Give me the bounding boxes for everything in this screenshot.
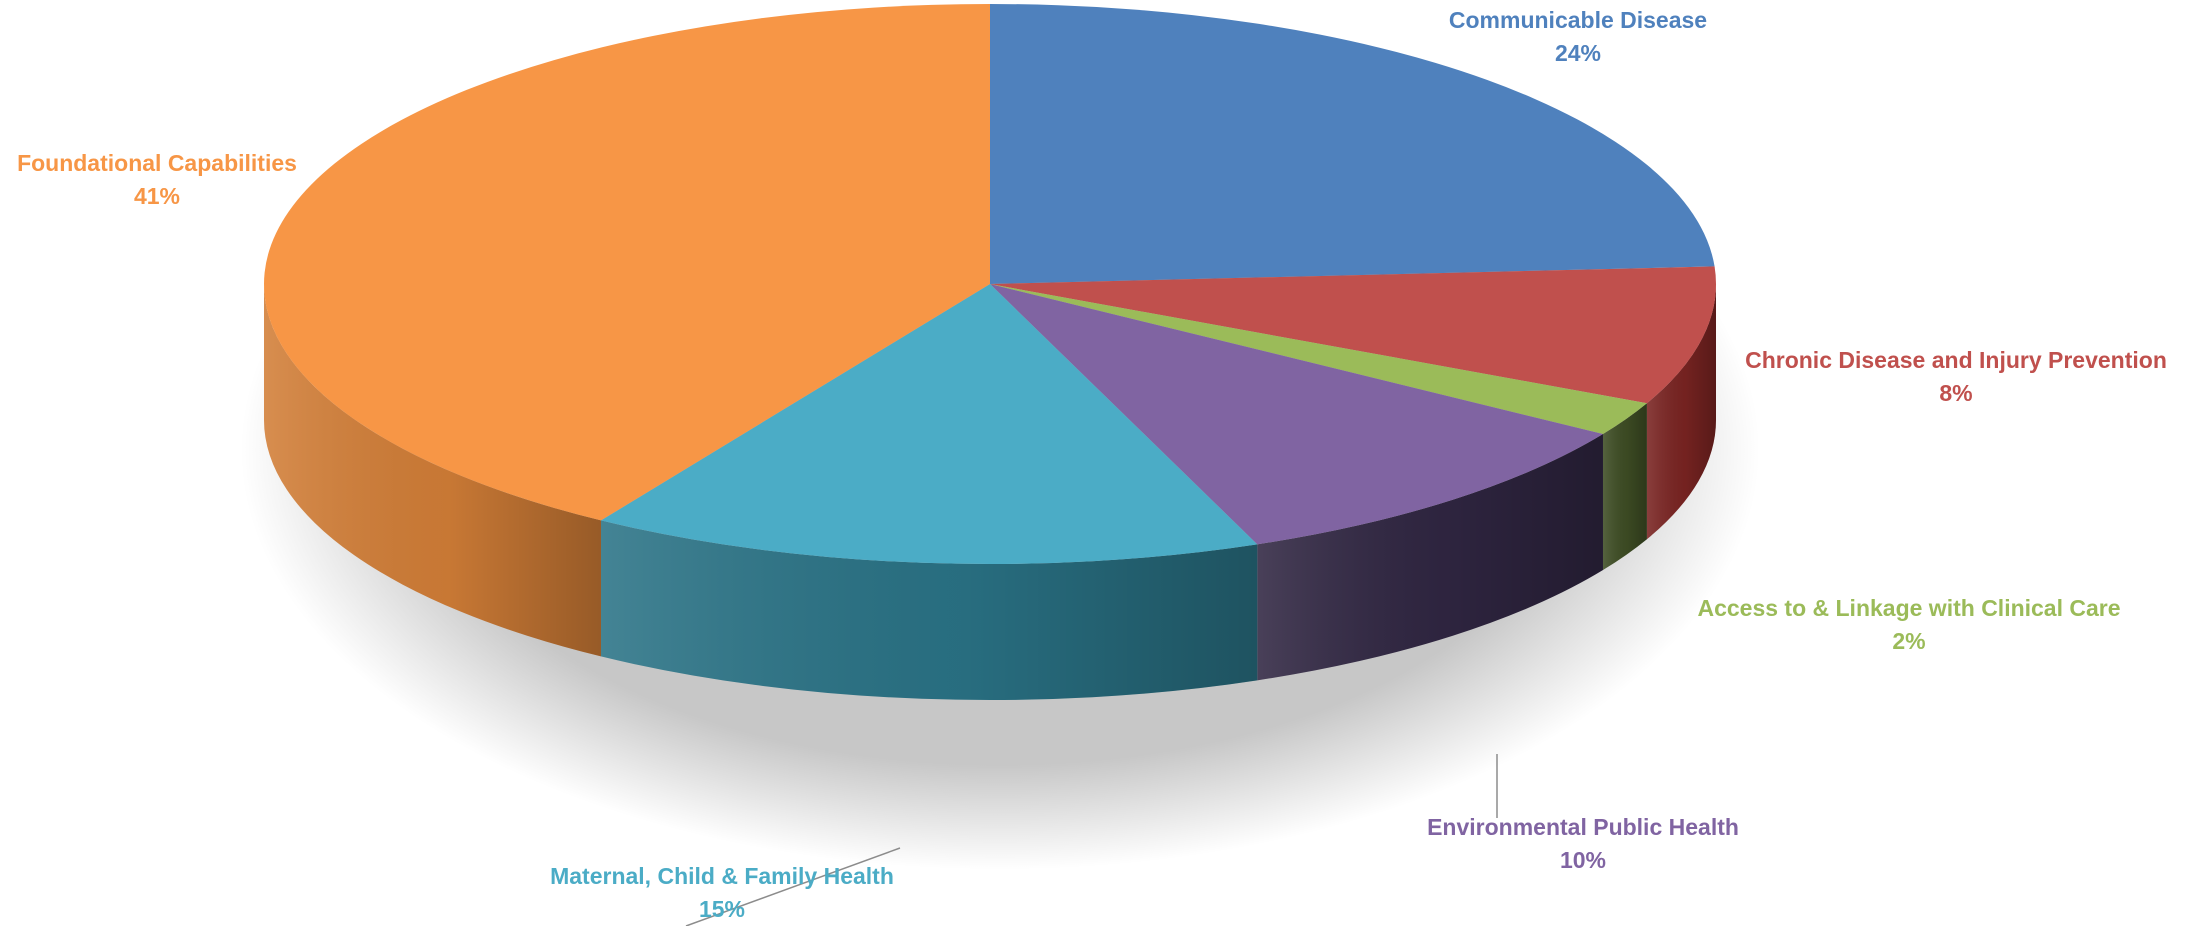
- slice-percent-5: 41%: [134, 183, 180, 209]
- slice-2: [990, 284, 1647, 435]
- slice-percent-4: 15%: [699, 896, 745, 922]
- pie-tops: [264, 4, 1717, 565]
- slice-side-shade-1: [1646, 284, 1716, 540]
- slice-4: [600, 284, 1258, 565]
- leader-line-4: [685, 847, 901, 926]
- slice-3: [990, 284, 1603, 545]
- slice-side-shade-2: [1602, 403, 1647, 571]
- slice-side-shade-4: [600, 520, 1258, 701]
- slice-labels: Communicable Disease 24% Chronic Disease a…: [17, 7, 2167, 922]
- pie-sides: [264, 284, 1716, 701]
- slice-percent-2: 2%: [1892, 628, 1925, 654]
- slice-label-3: Environmental Public Health: [1427, 814, 1739, 840]
- slice-side-shade-3: [1257, 434, 1603, 681]
- slice-percent-1: 8%: [1939, 380, 1972, 406]
- slice-side-shade-5: [264, 284, 601, 657]
- slice-1: [990, 266, 1717, 404]
- slice-label-2: Access to & Linkage with Clinical Care: [1697, 595, 2120, 621]
- leader-lines: [685, 754, 1498, 926]
- slice-0: [990, 4, 1715, 284]
- slice-5: [264, 4, 990, 521]
- slice-label-1: Chronic Disease and Injury Prevention: [1745, 347, 2167, 373]
- slice-percent-3: 10%: [1560, 847, 1606, 873]
- slice-label-0: Communicable Disease: [1449, 7, 1707, 33]
- slice-label-4: Maternal, Child & Family Health: [550, 863, 894, 889]
- slice-percent-0: 24%: [1555, 40, 1601, 66]
- slice-label-5: Foundational Capabilities: [17, 150, 297, 176]
